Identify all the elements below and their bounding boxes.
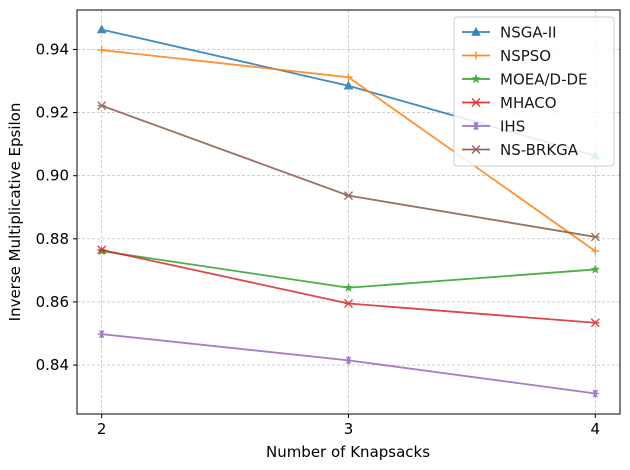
x-axis-label: Number of Knapsacks [266, 443, 430, 461]
legend-item: MHACO [462, 94, 557, 112]
legend-item: MOEA/D-DE [462, 71, 588, 89]
x-tick-label: 3 [344, 420, 354, 438]
legend-item: NSGA-II [462, 24, 557, 42]
legend-label: NSPSO [500, 47, 551, 65]
y-tick-label: 0.94 [36, 40, 69, 58]
data-point [96, 24, 107, 34]
legend-marker [470, 73, 482, 84]
y-axis-label: Inverse Multiplicative Epsilon [6, 103, 24, 322]
data-point [591, 247, 600, 256]
data-point [590, 318, 600, 328]
x-tick-label: 4 [591, 420, 601, 438]
data-point [343, 80, 354, 90]
series-ihs [97, 330, 600, 398]
data-point [97, 330, 106, 339]
legend-item: IHS [462, 118, 525, 136]
series-nspso [97, 46, 600, 256]
data-point [591, 389, 600, 398]
legend-label: IHS [500, 118, 525, 136]
series-mhaco [97, 245, 600, 328]
legend-label: NSGA-II [500, 24, 557, 42]
legend-item: NS-BRKGA [462, 141, 579, 159]
legend-marker [472, 51, 480, 60]
y-tick-label: 0.88 [36, 230, 69, 248]
data-point [344, 356, 353, 365]
legend-item: NSPSO [462, 47, 551, 65]
legend-label: MHACO [500, 94, 557, 112]
data-point [97, 101, 107, 111]
legend: NSGA-II NSPSO MOEA/D-DE MHACO IHS NS-BRKGA [453, 16, 615, 167]
series-ns-brkga [97, 101, 600, 242]
legend-marker [472, 122, 480, 130]
legend-marker [471, 98, 481, 107]
data-point [344, 191, 353, 201]
data-point [97, 46, 106, 55]
legend-box [453, 16, 615, 167]
y-tick-label: 0.84 [36, 356, 69, 374]
data-point [344, 73, 353, 82]
legend-label: NS-BRKGA [500, 141, 579, 159]
data-point [590, 232, 600, 242]
legend-marker [471, 26, 481, 36]
legend-marker [471, 145, 481, 154]
data-point [343, 282, 354, 293]
legend-label: MOEA/D-DE [500, 71, 588, 89]
data-point [97, 245, 107, 255]
y-tick-label: 0.90 [36, 167, 69, 185]
y-tick-label: 0.86 [36, 293, 69, 311]
y-tick-label: 0.92 [36, 104, 69, 122]
data-point [344, 299, 353, 309]
x-tick-label: 2 [97, 420, 107, 438]
data-point [590, 264, 601, 274]
